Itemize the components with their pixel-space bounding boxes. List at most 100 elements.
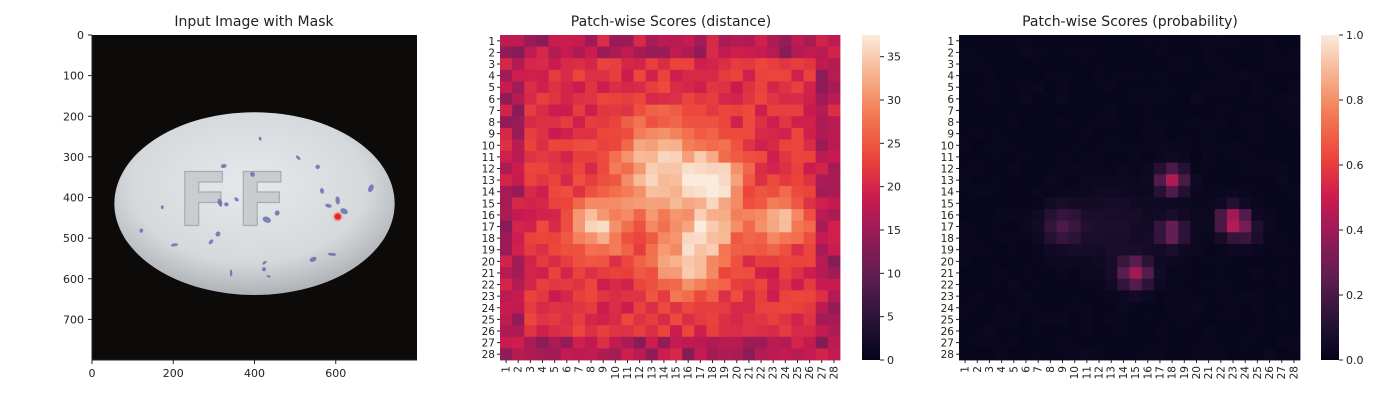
heatmap-cell [1178,313,1191,326]
heatmap-cell [1007,243,1021,256]
heatmap-cell [1239,325,1252,338]
heatmap-cell [827,278,841,291]
heatmap-cell [585,174,598,187]
heatmap-cell [1032,69,1045,82]
y-tick-label: 4 [488,71,495,83]
heatmap-cell [682,116,695,129]
heatmap-cell [572,104,586,117]
heatmap-cell [536,174,549,187]
heatmap-cell [1226,243,1240,256]
heatmap-cell [971,336,984,349]
heatmap-cell [1044,243,1057,256]
heatmap-cell [572,348,586,361]
heatmap-cell [500,93,513,106]
heatmap-cell [1287,174,1301,187]
heatmap-cell [609,174,622,187]
pill-speckle [295,155,301,160]
heatmap-cell [1190,290,1203,303]
heatmap-cell [995,35,1009,48]
heatmap-cell [815,278,829,291]
heatmap-cell [1105,151,1118,164]
heatmap-cell [983,243,996,256]
heatmap-cell [983,185,996,198]
heatmap-cell [1178,104,1191,117]
heatmap-cell [633,46,647,59]
heatmap-cell [742,139,756,152]
heatmap-cell [767,116,780,129]
heatmap-cell [1019,209,1033,222]
heatmap-cell [1032,290,1045,303]
heatmap-cell [536,301,549,314]
heatmap-cell [694,185,707,198]
heatmap-cell [718,69,732,82]
heatmap-cell [1068,127,1082,140]
heatmap-cell [827,93,841,106]
heatmap-cell [1019,58,1033,71]
heatmap-cell [1080,220,1094,233]
heatmap-cell [730,232,744,245]
heatmap-cell [730,209,744,222]
heatmap-cell [1056,139,1070,152]
heatmap-cell [1226,232,1240,245]
heatmap-cell [645,162,659,175]
heatmap-cell [1068,58,1082,71]
heatmap-cell [1129,209,1143,222]
heatmap-cell [755,290,768,303]
heatmap-cell [1275,185,1289,198]
heatmap-cell [1214,290,1228,303]
heatmap-cell [585,290,598,303]
x-tick-label: 14 [1118,366,1130,380]
heatmap-cell [1117,278,1130,291]
heatmap-cell [718,267,732,280]
heatmap-cell [718,35,732,48]
heatmap-cell [815,255,829,268]
heatmap-cell [597,69,610,82]
heatmap-cell [1178,209,1191,222]
heatmap-cell [827,209,841,222]
heatmap-cell [803,325,817,338]
heatmap-cell [779,232,792,245]
heatmap-cell [512,185,525,198]
heatmap-cell [694,278,707,291]
heatmap-cell [621,174,634,187]
colorbar-tick-label: 1.0 [1346,29,1364,42]
heatmap-cell [1153,348,1167,361]
pill-speckle [309,256,317,262]
heatmap-cell [682,290,695,303]
colorbar-tick-label: 30 [887,94,901,107]
heatmap-cell [755,313,768,326]
heatmap-cell [1190,220,1203,233]
heatmap-cell [971,197,984,210]
heatmap-cell [983,255,996,268]
heatmap-cell [524,162,537,175]
heatmap-cell [1141,46,1155,59]
heatmap-cell [1068,290,1082,303]
heatmap-cell [1202,290,1216,303]
heatmap-cell [1117,325,1130,338]
heatmap-cell [633,58,647,71]
heatmap-cell [1239,313,1252,326]
heatmap-cell [572,58,586,71]
heatmap-cell [803,348,817,361]
heatmap-cell [1190,35,1203,48]
heatmap-cell [694,116,707,129]
heatmap-cell [742,290,756,303]
heatmap-cell [1105,243,1118,256]
heatmap-cell [682,301,695,314]
heatmap-cell [670,209,683,222]
heatmap-cell [1092,325,1106,338]
heatmap-cell [1056,116,1070,129]
heatmap-cell [1239,336,1252,349]
heatmap-cell [609,220,622,233]
heatmap-cell [670,93,683,106]
heatmap-cell [609,267,622,280]
pill-speckle [229,269,233,277]
heatmap-cell [609,162,622,175]
heatmap-cell [1007,197,1021,210]
heatmap-cell [1153,93,1167,106]
heatmap-cell [1056,278,1070,291]
heatmap-cell [536,104,549,117]
heatmap-cell [983,267,996,280]
heatmap-cell [1129,116,1143,129]
heatmap-cell [791,232,804,245]
